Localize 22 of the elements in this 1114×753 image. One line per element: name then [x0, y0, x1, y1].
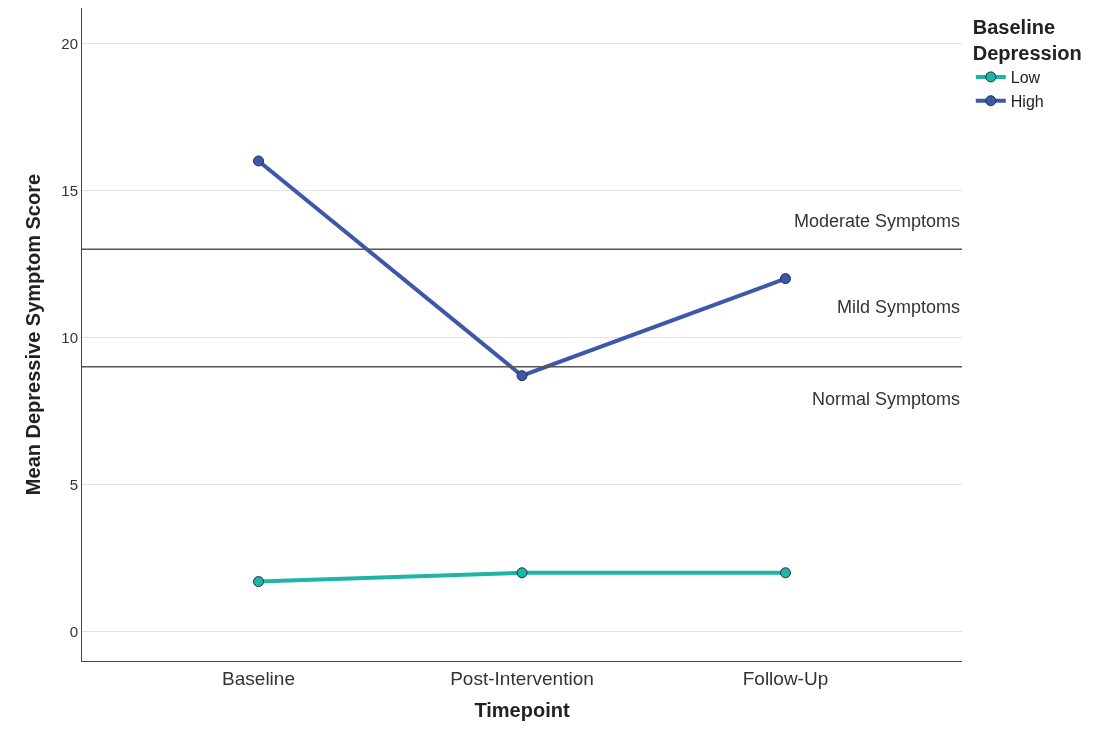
annotation: Moderate Symptoms [794, 211, 961, 231]
x-tick-label: Post-Intervention [450, 667, 594, 689]
point [516, 567, 528, 579]
point [779, 567, 791, 579]
legend-label: High [1010, 92, 1044, 110]
y-axis-title: Mean Depressive Symptom Score [21, 173, 44, 496]
y-tick-label: 20 [61, 34, 78, 52]
point [779, 273, 791, 285]
x-tick-label: Baseline [222, 667, 295, 689]
legend-title: Baseline Depression [972, 16, 1082, 64]
point [516, 370, 528, 382]
y-tick-label: 0 [69, 622, 78, 640]
x-tick-label: Follow-Up [742, 667, 829, 689]
legend-label: Low [1010, 69, 1041, 87]
y-tick-label: 15 [61, 181, 78, 199]
point [253, 155, 265, 167]
point [253, 576, 265, 588]
y-tick-label: 5 [69, 475, 78, 493]
y-tick-label: 10 [61, 328, 78, 346]
annotation: Mild Symptoms [837, 297, 961, 317]
annotation: Normal Symptoms [812, 389, 961, 409]
x-axis-title: Timepoint [474, 699, 570, 722]
